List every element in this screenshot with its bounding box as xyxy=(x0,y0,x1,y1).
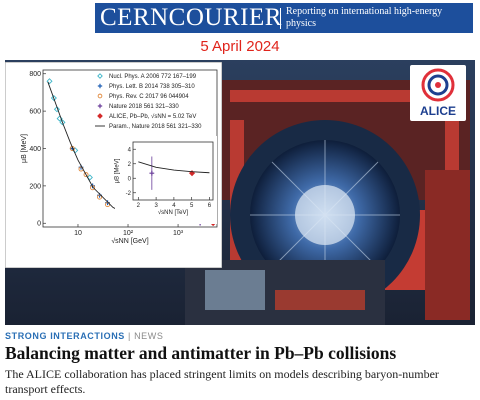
x-tick-label: 10² xyxy=(123,230,134,237)
x-tick-label: 4 xyxy=(172,203,176,209)
legend-label: ALICE, Pb–Pb, √sNN = 5.02 TeV xyxy=(109,113,196,120)
data-point xyxy=(50,94,57,102)
y-tick-label: 800 xyxy=(29,71,41,78)
article-title[interactable]: Balancing matter and antimatter in Pb–Pb… xyxy=(5,343,397,363)
legend-label: Nucl. Phys. A 2006 772 167–199 xyxy=(109,74,197,80)
x-axis-label: √sNN [GeV] xyxy=(111,237,148,245)
label[interactable]: NEWS xyxy=(134,331,164,341)
y-tick-label: -2 xyxy=(126,191,132,197)
data-point xyxy=(86,174,93,181)
x-tick-label: 5 xyxy=(190,203,194,209)
legend-label: Phys. Lett. B 2014 738 305–310 xyxy=(109,84,195,90)
y-tick-label: 400 xyxy=(29,146,41,153)
masthead[interactable]: CERNCOURIER xyxy=(100,4,282,31)
logo-mark xyxy=(421,68,455,102)
date: 5 April 2024 xyxy=(200,38,280,55)
section[interactable]: STRONG INTERACTIONS xyxy=(5,331,125,341)
logo-text: ALICE xyxy=(420,104,456,118)
data-point xyxy=(46,78,53,85)
y-tick-label: 0 xyxy=(128,176,132,182)
data-point xyxy=(149,170,155,176)
legend-label: Phys. Rev. C 2017 96 044904 xyxy=(109,94,189,100)
x-axis-label: √sNN [TeV] xyxy=(158,209,189,216)
legend-swatch xyxy=(97,93,103,99)
y-tick-label: 2 xyxy=(128,162,132,168)
legend-swatch xyxy=(97,113,103,119)
fit-line xyxy=(138,161,210,174)
x-tick-label: 2 xyxy=(137,203,141,209)
chart: 0 200 400 600 800 10 10² 10³ μB [MeV] √sNN [GeV] N… xyxy=(5,62,222,268)
data-point xyxy=(59,119,66,126)
legend-swatch xyxy=(97,83,103,89)
legend-label: Param., Nature 2018 561 321–330 xyxy=(109,124,202,130)
x-tick-label: 6 xyxy=(208,203,212,209)
data-point xyxy=(53,106,60,113)
y-tick-label: 200 xyxy=(29,183,41,190)
inset-background xyxy=(115,136,217,224)
y-tick-label: 0 xyxy=(37,221,41,228)
y-axis-label: μB [MeV] xyxy=(21,134,28,163)
legend-swatch xyxy=(97,73,103,79)
article-summary: The ALICE collaboration has placed strin… xyxy=(5,367,439,396)
x-tick-label: 10 xyxy=(74,230,82,237)
tagline: Reporting on international high-energy p… xyxy=(286,6,443,29)
logo-box xyxy=(410,65,466,121)
legend-label: Nature 2018 561 321–330 xyxy=(109,104,179,110)
separator: | xyxy=(128,331,131,341)
x-tick-label: 10³ xyxy=(173,230,184,237)
x-tick-label: 3 xyxy=(154,203,158,209)
masthead-divider xyxy=(280,8,281,29)
data-point xyxy=(97,194,103,200)
y-tick-label: 4 xyxy=(128,147,132,153)
y-axis-label: μB [MeV] xyxy=(115,158,121,183)
plot-frame xyxy=(132,141,214,201)
kicker: STRONG INTERACTIONS | NEWS xyxy=(5,330,163,342)
detector-photo xyxy=(5,60,475,325)
data-point xyxy=(83,172,89,178)
y-tick-label: 600 xyxy=(29,109,41,116)
masthead-band xyxy=(95,3,473,33)
legend-swatch xyxy=(97,103,103,109)
